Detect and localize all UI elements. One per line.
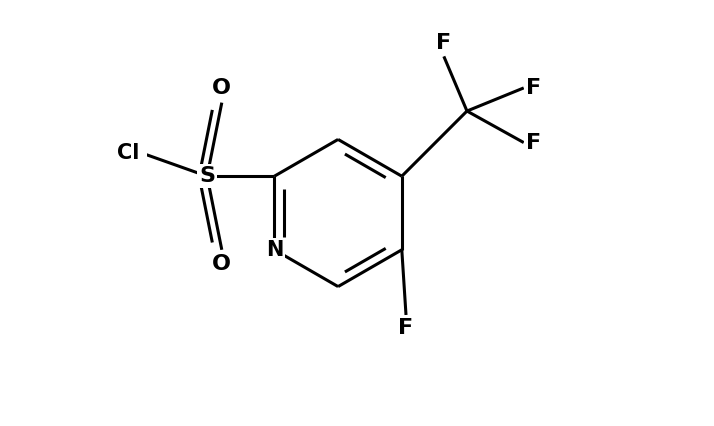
Text: O: O	[212, 254, 231, 274]
Text: F: F	[398, 318, 413, 338]
Text: O: O	[212, 78, 231, 98]
Text: F: F	[526, 78, 541, 98]
Text: Cl: Cl	[117, 143, 140, 163]
Text: N: N	[266, 240, 283, 260]
Text: S: S	[199, 166, 215, 186]
Text: F: F	[436, 33, 451, 53]
Text: F: F	[526, 132, 541, 153]
